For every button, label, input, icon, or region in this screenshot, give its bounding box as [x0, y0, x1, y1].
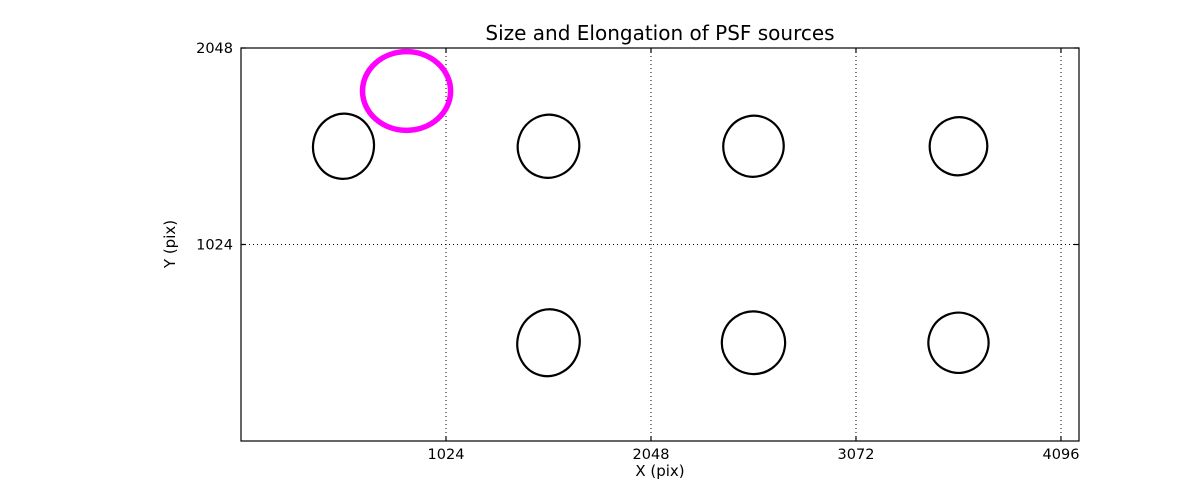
- tick-layer: [241, 47, 1079, 441]
- x-axis-label: X (pix): [635, 462, 684, 480]
- ytick-label-1024: 1024: [196, 238, 233, 254]
- psf-ellipse-2: [722, 114, 785, 178]
- ellipse-layer: [311, 48, 990, 378]
- grid-layer: [241, 48, 1079, 441]
- xtick-label-2048: 2048: [633, 447, 670, 463]
- psf-ellipse-5: [720, 310, 787, 376]
- xtick-label-1024: 1024: [428, 447, 465, 463]
- tick-label-layer: 1024 2048 3072 4096 1024 2048: [196, 41, 1079, 463]
- psf-ellipse-6: [927, 311, 990, 374]
- psf-ellipse-0: [311, 112, 376, 180]
- ytick-label-2048: 2048: [196, 41, 233, 57]
- y-axis-label: Y (pix): [161, 220, 179, 269]
- psf-ellipse-highlighted: [359, 48, 454, 134]
- xtick-label-4096: 4096: [1043, 447, 1080, 463]
- xtick-label-3072: 3072: [838, 447, 875, 463]
- psf-ellipse-3: [928, 116, 989, 177]
- psf-ellipse-4: [516, 308, 581, 378]
- psf-ellipse-1: [516, 113, 581, 179]
- plot-title: Size and Elongation of PSF sources: [485, 21, 834, 45]
